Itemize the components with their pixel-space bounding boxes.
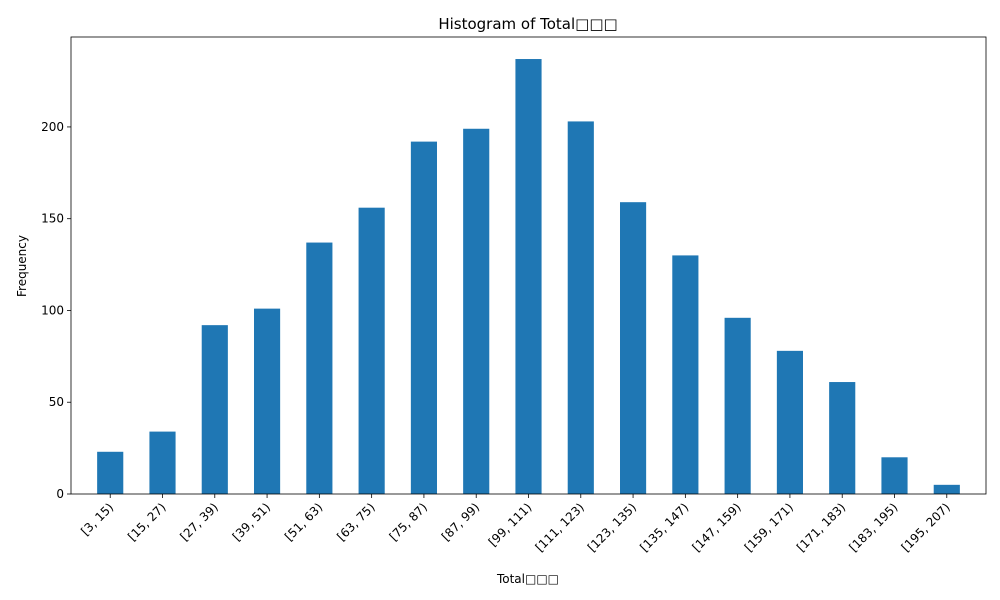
y-tick-label-2: 100 — [41, 303, 64, 317]
x-tick-label-9: [111, 123) — [533, 500, 587, 554]
bar-9 — [567, 121, 594, 494]
x-tick-label-8: [99, 111) — [486, 500, 535, 549]
x-tick-label-10: [123, 135) — [585, 500, 639, 554]
chart-title: Histogram of Total□□□ — [438, 15, 617, 33]
bar-16 — [933, 484, 960, 494]
bar-11 — [672, 255, 699, 494]
x-tick-label-6: [75, 87) — [387, 500, 431, 544]
bar-0 — [97, 451, 124, 494]
x-tick-label-7: [87, 99) — [439, 500, 483, 544]
plot-frame — [70, 36, 987, 495]
x-tick-label-0: [3, 15) — [78, 500, 116, 538]
x-axis-ticks: [3, 15) [15, 27) [27, 39) [39, 51) [51, 63)[… — [78, 494, 953, 555]
y-tick-label-3: 150 — [41, 212, 64, 226]
x-tick-label-3: [39, 51) — [230, 500, 274, 544]
bar-10 — [620, 202, 647, 494]
bar-12 — [724, 317, 751, 494]
x-tick-label-14: [171, 183) — [794, 500, 848, 554]
bar-4 — [306, 242, 333, 494]
y-tick-label-4: 200 — [41, 120, 64, 134]
bar-5 — [358, 207, 385, 494]
bar-15 — [881, 457, 908, 494]
x-axis-label: Total□□□ — [496, 572, 559, 586]
x-tick-label-1: [15, 27) — [125, 500, 169, 544]
bar-6 — [410, 141, 437, 495]
x-tick-label-4: [51, 63) — [282, 500, 326, 544]
y-axis-ticks: 0 50 100 150 200 — [41, 120, 71, 501]
y-axis-label: Frequency — [15, 235, 29, 297]
bar-3 — [254, 308, 281, 494]
x-tick-label-2: [27, 39) — [177, 500, 221, 544]
bar-1 — [149, 431, 176, 494]
x-tick-label-16: [195, 207) — [899, 500, 953, 554]
x-tick-label-5: [63, 75) — [334, 500, 378, 544]
bars-group — [97, 59, 960, 495]
x-tick-label-11: [135, 147) — [637, 500, 691, 554]
x-tick-label-13: [159, 171) — [742, 500, 796, 554]
x-tick-label-15: [183, 195) — [846, 500, 900, 554]
bar-7 — [463, 128, 490, 494]
y-tick-label-0: 0 — [56, 487, 64, 501]
bar-8 — [515, 59, 542, 494]
bar-2 — [201, 325, 228, 494]
x-tick-label-12: [147, 159) — [689, 500, 743, 554]
bar-13 — [776, 350, 803, 494]
y-tick-label-1: 50 — [49, 395, 64, 409]
bar-14 — [829, 382, 856, 494]
